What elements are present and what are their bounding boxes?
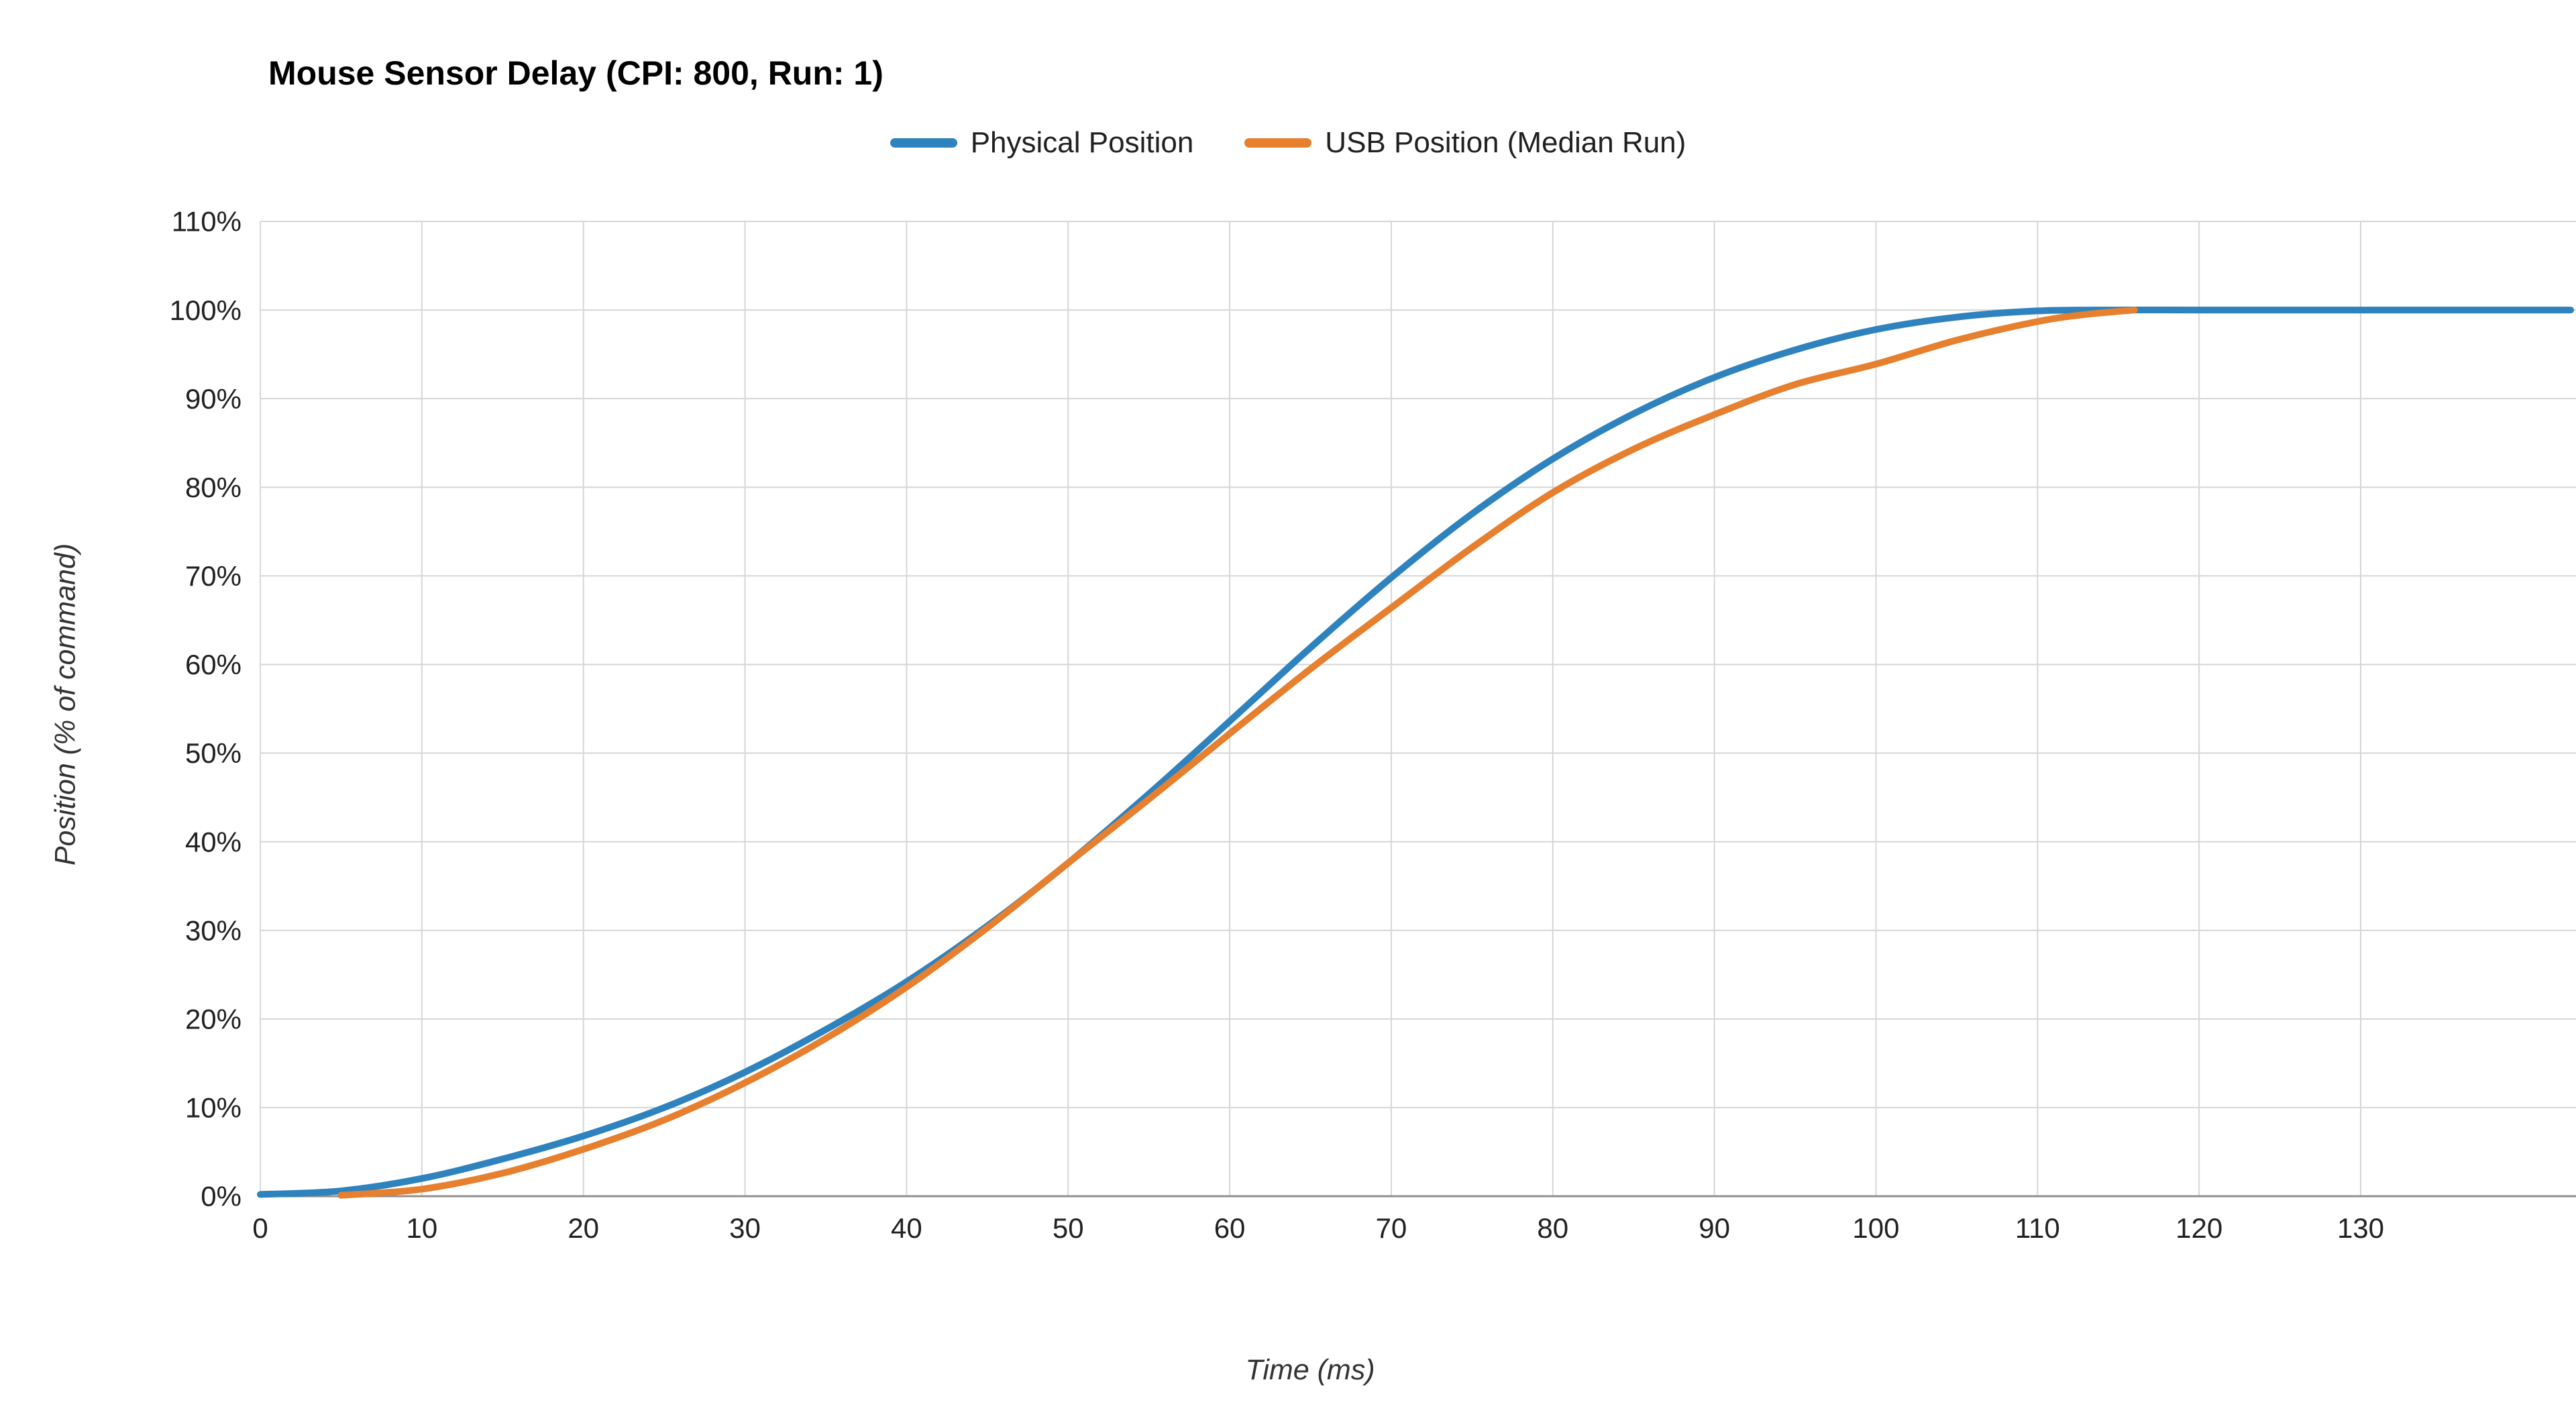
y-tick-label: 100% [170,295,241,326]
legend-item-physical-position: Physical Position [890,126,1194,160]
y-tick-label: 40% [185,826,241,857]
y-tick-label: 110% [172,206,241,237]
x-tick-label: 30 [729,1212,761,1244]
x-tick-label: 20 [568,1212,599,1244]
y-tick-label: 80% [185,472,241,503]
x-tick-label: 50 [1053,1212,1084,1244]
chart-title: Mouse Sensor Delay (CPI: 800, Run: 1) [268,54,883,92]
y-tick-label: 90% [185,383,241,415]
x-tick-label: 80 [1537,1212,1568,1244]
y-tick-label: 60% [185,649,241,680]
x-tick-label: 70 [1376,1212,1407,1244]
series-line-0 [257,306,2575,1198]
legend-swatch-physical-position [890,138,957,148]
legend-label-physical-position: Physical Position [970,126,1194,159]
legend-item-usb-position: USB Position (Median Run) [1244,126,1686,160]
y-tick-label: 0% [201,1181,241,1212]
x-axis-title: Time (ms) [1245,1354,1375,1386]
x-tick-label: 110 [2015,1212,2060,1244]
x-tick-label: 100 [1852,1212,1899,1244]
legend-label-usb-position: USB Position (Median Run) [1325,126,1686,159]
legend: Physical Position USB Position (Median R… [0,126,2576,160]
series-line-1 [337,307,2138,1199]
x-tick-label: 130 [2337,1212,2384,1244]
x-tick-label: 90 [1699,1212,1730,1244]
y-tick-label: 30% [185,914,241,946]
x-tick-label: 40 [891,1212,922,1244]
x-tick-label: 60 [1214,1212,1246,1244]
legend-swatch-usb-position [1244,138,1312,148]
y-tick-label: 20% [185,1004,241,1035]
x-tick-label: 10 [406,1212,437,1244]
x-tick-label: 0 [252,1212,268,1244]
y-tick-label: 50% [185,737,241,769]
y-tick-label: 10% [185,1092,241,1124]
y-tick-label: 70% [185,560,241,592]
x-tick-label: 120 [2176,1212,2222,1244]
